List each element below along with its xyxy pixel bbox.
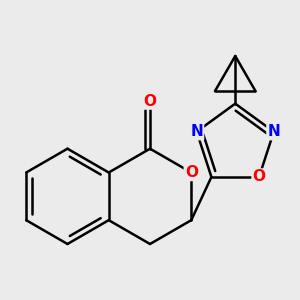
Text: O: O bbox=[253, 169, 266, 184]
Text: N: N bbox=[267, 124, 280, 139]
Text: O: O bbox=[143, 94, 157, 109]
Text: O: O bbox=[185, 165, 198, 180]
Text: N: N bbox=[190, 124, 203, 139]
